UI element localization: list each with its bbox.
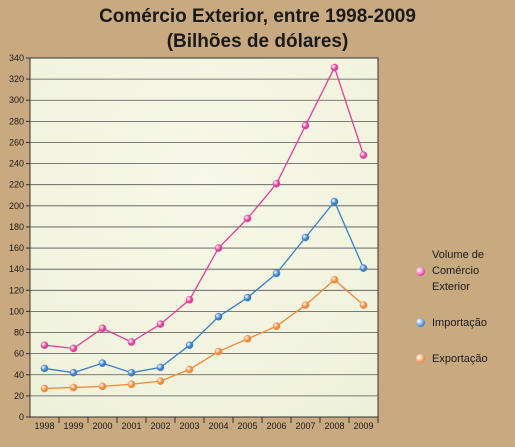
x-tick-label-2001: 2001 <box>121 421 141 431</box>
chart-title: Comércio Exterior, entre 1998-2009 <box>99 6 416 27</box>
y-tick-label-40: 40 <box>14 370 24 380</box>
data-point-s1-2009 <box>359 264 368 272</box>
x-tick-label-1998: 1998 <box>34 421 54 431</box>
data-point-s2-1999 <box>69 383 78 392</box>
x-tick-label-1999: 1999 <box>63 421 83 431</box>
x-tick-label-2008: 2008 <box>324 421 344 431</box>
y-tick-label-140: 140 <box>9 264 24 274</box>
data-point-s2-2007 <box>301 301 310 309</box>
y-tick-label-80: 80 <box>14 328 24 338</box>
y-tick-label-300: 300 <box>9 95 24 105</box>
y-tick-label-260: 260 <box>9 137 24 147</box>
legend-marker-volume <box>416 267 425 276</box>
y-tick-label-160: 160 <box>9 243 24 253</box>
data-point-s0-2006 <box>272 179 281 188</box>
y-tick-label-220: 220 <box>9 180 24 190</box>
data-point-s0-2008 <box>330 63 339 72</box>
data-point-s2-2005 <box>243 335 252 343</box>
data-point-s0-2000 <box>98 324 107 333</box>
gridlines <box>30 78 378 397</box>
y-tick-label-320: 320 <box>9 74 24 84</box>
data-point-s2-2000 <box>98 382 107 391</box>
data-point-s0-2002 <box>156 320 165 328</box>
y-tick-label-200: 200 <box>9 201 24 211</box>
y-tick-label-20: 20 <box>14 391 24 401</box>
data-point-s1-2005 <box>243 293 252 302</box>
y-tick-label-100: 100 <box>9 306 24 316</box>
data-point-s2-2004 <box>214 347 223 356</box>
x-tick-label-2007: 2007 <box>295 421 315 431</box>
data-point-s0-1998 <box>40 341 49 350</box>
series-line-1 <box>44 200 365 374</box>
x-tick-label-2006: 2006 <box>266 421 286 431</box>
y-tick-label-180: 180 <box>9 222 24 232</box>
y-tick-label-240: 240 <box>9 159 24 169</box>
data-point-s0-2007 <box>301 121 310 130</box>
data-point-s2-2009 <box>359 301 368 309</box>
y-axis: 0 20 40 60 80 100 120 140 160 180 200 220 240 260 280 3… <box>9 53 30 422</box>
data-point-s1-1998 <box>40 364 49 373</box>
y-tick-label-280: 280 <box>9 116 24 126</box>
series-line-2 <box>44 278 364 390</box>
y-tick-label-60: 60 <box>14 349 24 359</box>
data-point-s1-2002 <box>156 363 165 372</box>
data-point-s2-2002 <box>156 377 165 385</box>
data-point-s0-2001 <box>127 338 136 346</box>
x-tick-label-2002: 2002 <box>150 421 170 431</box>
legend-label-volume-line2: Comércio <box>432 265 480 277</box>
plot-area <box>29 57 379 418</box>
data-point-s0-2003 <box>185 295 194 304</box>
y-tick-label-0: 0 <box>19 412 24 422</box>
legend-label-volume-line1: Volume de <box>432 249 484 261</box>
data-point-s0-2004 <box>214 244 223 252</box>
y-tick-label-340: 340 <box>9 53 24 63</box>
data-point-s1-2006 <box>272 269 281 278</box>
series-line-0 <box>44 65 365 350</box>
x-tick-label-2003: 2003 <box>179 421 199 431</box>
legend-label-exportacao: Exportação <box>432 353 488 365</box>
x-axis: 1998 1999 2000 2001 2002 2003 2004 2005 2006 2007… <box>34 417 379 431</box>
data-point-s1-2008 <box>330 197 339 206</box>
data-point-s0-2005 <box>243 214 252 223</box>
legend-marker-exportacao <box>416 354 425 363</box>
data-point-s1-1999 <box>69 368 78 377</box>
data-point-s2-1998 <box>40 384 49 393</box>
data-point-s1-2000 <box>98 359 107 367</box>
data-point-s2-2003 <box>185 365 194 374</box>
data-point-s1-2001 <box>127 368 136 377</box>
x-tick-label-2000: 2000 <box>92 421 112 431</box>
data-point-s1-2003 <box>185 341 194 350</box>
data-point-s2-2008 <box>330 275 339 284</box>
data-point-s2-2001 <box>127 380 136 389</box>
legend-label-volume-line3: Exterior <box>432 281 470 293</box>
data-point-s0-2009 <box>359 151 368 159</box>
x-tick-label-2004: 2004 <box>208 421 228 431</box>
data-point-s1-2004 <box>214 312 223 321</box>
data-point-s0-1999 <box>69 344 78 353</box>
series-lines <box>40 63 368 393</box>
x-tick-label-2009: 2009 <box>353 421 373 431</box>
x-tick-label-2005: 2005 <box>237 421 257 431</box>
legend-marker-importacao <box>416 318 425 327</box>
data-point-s1-2007 <box>301 233 310 242</box>
chart-subtitle: (Bilhões de dólares) <box>166 31 349 52</box>
legend-label-importacao: Importação <box>432 317 488 329</box>
data-point-s2-2006 <box>272 322 281 330</box>
y-tick-label-120: 120 <box>9 285 24 295</box>
